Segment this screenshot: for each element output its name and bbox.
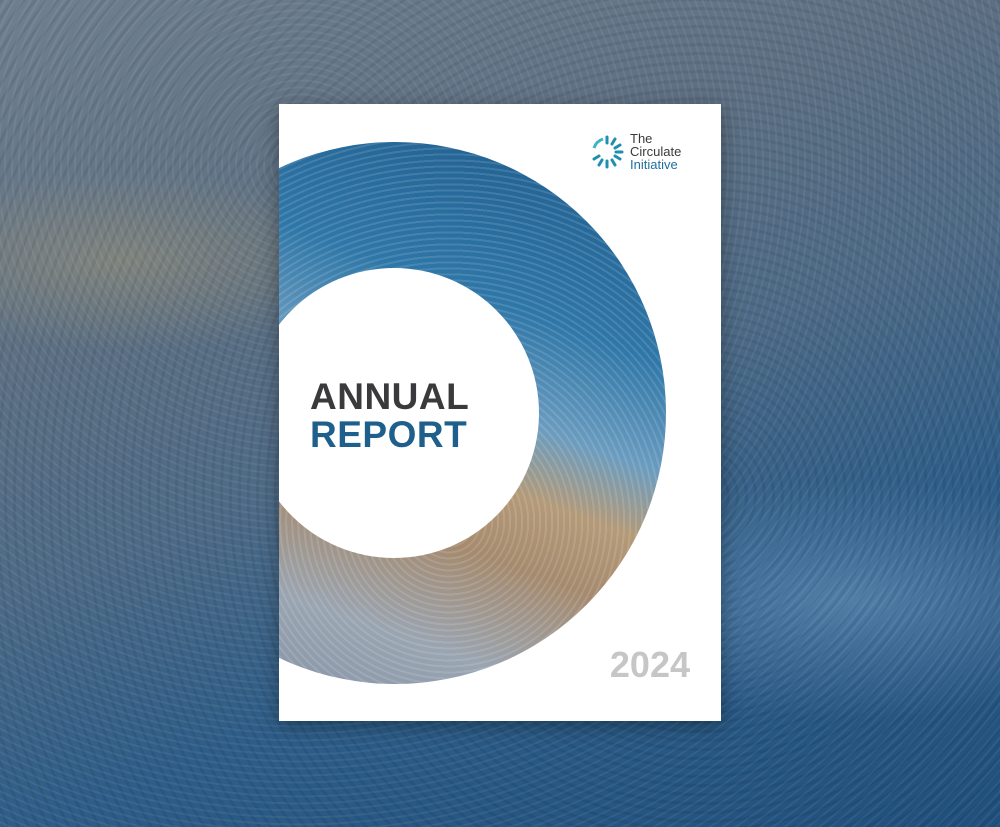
report-year: 2024	[609, 644, 690, 685]
cover-title: ANNUAL REPORT	[310, 378, 469, 454]
annual-report-cover: The Circulate Initiative ANNUAL REPORT 2…	[279, 104, 721, 721]
logo-line-3: Initiative	[630, 157, 678, 172]
logo: The Circulate Initiative	[589, 132, 681, 171]
logo-line-1: The	[630, 131, 653, 146]
title-report: REPORT	[310, 414, 468, 455]
inner-white-circle	[279, 268, 539, 558]
circular-burst-logo-icon	[592, 135, 624, 168]
logo-line-2: Circulate	[630, 144, 682, 159]
title-annual: ANNUAL	[310, 376, 470, 417]
